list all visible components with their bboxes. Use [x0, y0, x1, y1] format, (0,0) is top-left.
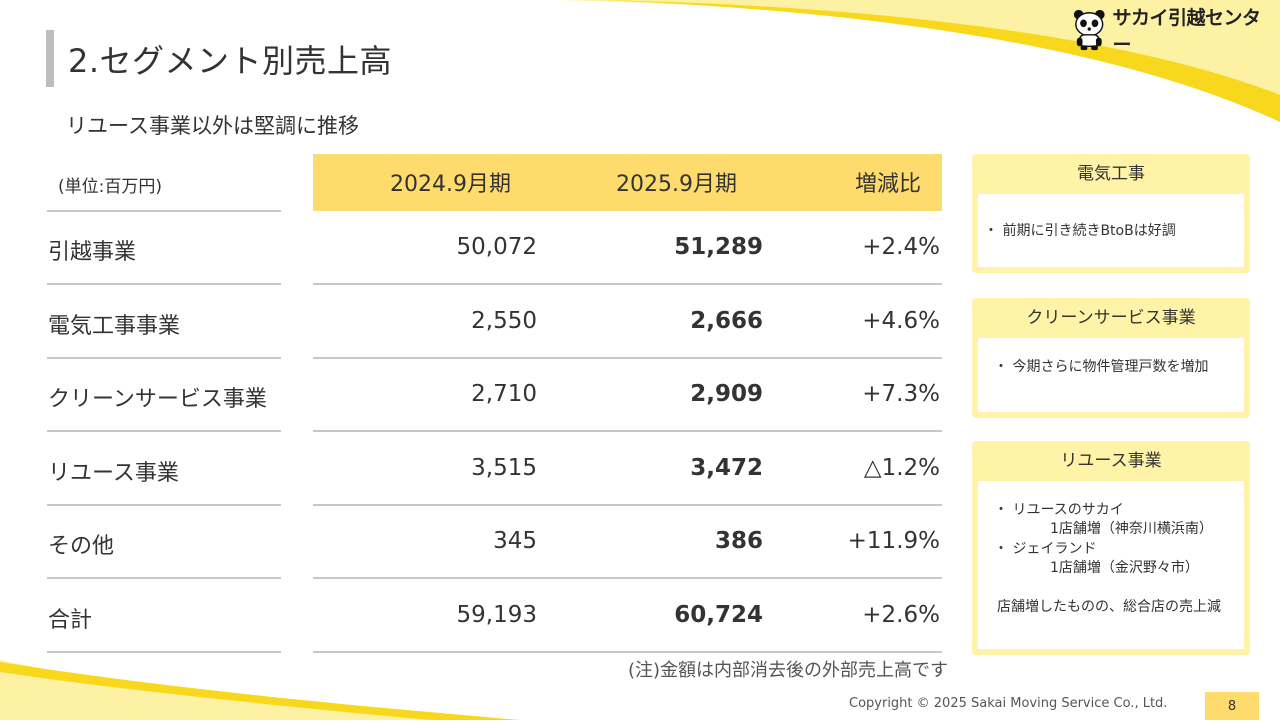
row-label-clean: クリーンサービス事業	[48, 387, 267, 412]
row-label-total: 合計	[48, 608, 93, 633]
panel-line: ・ 今期さらに物件管理戸数を増加	[994, 359, 1209, 375]
row-prev-other: 345	[493, 528, 537, 554]
row-divider	[313, 504, 942, 506]
table-header-background	[313, 154, 942, 211]
row-change-clean: +7.3%	[862, 381, 940, 407]
panel-line: ・ ジェイランド	[994, 541, 1097, 557]
panel-line: 1店舗増（神奈川横浜南）	[1050, 521, 1213, 537]
page-number: 8	[1205, 692, 1259, 720]
column-header-change: 増減比	[855, 172, 922, 197]
column-header-curr: 2025.9月期	[616, 172, 737, 197]
row-divider	[47, 651, 281, 653]
row-divider	[47, 504, 281, 506]
page-title: 2.セグメント別売上高	[68, 42, 393, 80]
panel-title-electric: 電気工事	[1077, 164, 1145, 184]
page-subtitle: リユース事業以外は堅調に推移	[66, 114, 359, 138]
panda-logo-icon	[1073, 9, 1105, 51]
panel-electric: 電気工事 ・ 前期に引き続きBtoBは好調	[972, 154, 1250, 273]
row-label-moving: 引越事業	[48, 240, 137, 265]
panel-title-clean: クリーンサービス事業	[1026, 308, 1196, 328]
panel-body-clean: ・ 今期さらに物件管理戸数を増加	[978, 338, 1244, 412]
row-label-reuse: リユース事業	[48, 461, 179, 486]
row-divider	[47, 210, 281, 212]
copyright-text: Copyright © 2025 Sakai Moving Service Co…	[849, 696, 1168, 711]
panel-title-reuse: リユース事業	[1060, 451, 1162, 471]
row-curr-electric: 2,666	[690, 308, 763, 334]
row-divider	[47, 357, 281, 359]
row-divider	[47, 283, 281, 285]
row-prev-electric: 2,550	[471, 308, 537, 334]
row-curr-total: 60,724	[674, 602, 763, 628]
panel-line: ・ リユースのサカイ	[994, 502, 1124, 518]
row-divider	[47, 577, 281, 579]
row-divider	[313, 577, 942, 579]
panel-clean: クリーンサービス事業 ・ 今期さらに物件管理戸数を増加	[972, 298, 1250, 418]
row-divider	[313, 357, 942, 359]
logo-text: サカイ引越センター	[1112, 7, 1261, 56]
table-footnote: (注)金額は内部消去後の外部売上高です	[628, 660, 949, 681]
unit-label: (単位:百万円)	[58, 177, 162, 197]
row-change-moving: +2.4%	[862, 234, 940, 260]
panel-line: ・ 前期に引き続きBtoBは好調	[984, 223, 1176, 239]
row-prev-reuse: 3,515	[471, 455, 537, 481]
panel-body-electric: ・ 前期に引き続きBtoBは好調	[978, 194, 1244, 267]
column-header-prev: 2024.9月期	[390, 172, 511, 197]
row-divider	[47, 430, 281, 432]
title-accent-bar	[46, 30, 54, 87]
row-curr-other: 386	[714, 528, 763, 554]
row-label-other: その他	[48, 534, 115, 559]
row-curr-reuse: 3,472	[690, 455, 763, 481]
row-curr-moving: 51,289	[674, 234, 763, 260]
row-change-electric: +4.6%	[862, 308, 940, 334]
panel-line: 1店舗増（金沢野々市）	[1050, 560, 1199, 576]
row-change-reuse: △1.2%	[863, 455, 940, 481]
row-curr-clean: 2,909	[690, 381, 763, 407]
row-divider	[313, 651, 942, 653]
panel-line: 店舗増したものの、総合店の売上減	[997, 599, 1221, 615]
row-prev-clean: 2,710	[471, 381, 537, 407]
row-prev-moving: 50,072	[456, 234, 537, 260]
row-prev-total: 59,193	[456, 602, 537, 628]
row-change-total: +2.6%	[862, 602, 940, 628]
panel-body-reuse: ・ リユースのサカイ 1店舗増（神奈川横浜南） ・ ジェイランド 1店舗増（金沢…	[978, 481, 1244, 649]
company-logo: サカイ引越センター	[1072, 6, 1272, 56]
panel-reuse: リユース事業 ・ リユースのサカイ 1店舗増（神奈川横浜南） ・ ジェイランド …	[972, 441, 1250, 655]
row-divider	[313, 430, 942, 432]
row-divider	[313, 283, 942, 285]
row-label-electric: 電気工事事業	[48, 314, 181, 339]
row-change-other: +11.9%	[847, 528, 940, 554]
